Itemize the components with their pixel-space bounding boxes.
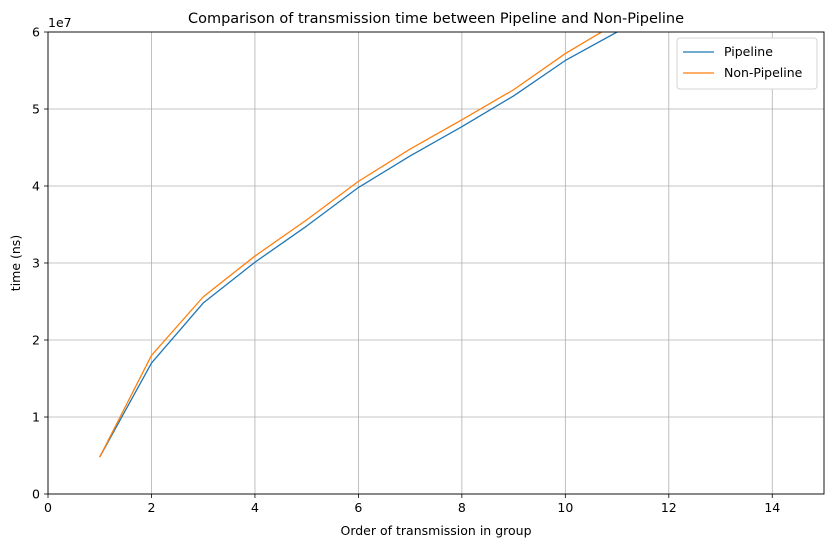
y-tick-label: 0: [32, 487, 40, 502]
x-tick-label: 4: [251, 500, 259, 515]
y-axis-label: time (ns): [8, 235, 23, 291]
y-axis-multiplier: 1e7: [48, 15, 72, 30]
legend-label-non-pipeline: Non-Pipeline: [724, 65, 803, 80]
x-tick-label: 0: [44, 500, 52, 515]
chart-title: Comparison of transmission time between …: [188, 11, 684, 27]
y-tick-label: 3: [32, 256, 40, 271]
y-tick-label: 1: [32, 410, 40, 425]
y-tick-label: 4: [32, 179, 40, 194]
series-line-non-pipeline: [99, 32, 603, 458]
y-tick-label: 2: [32, 333, 40, 348]
series-lines: [99, 32, 618, 458]
legend-label-pipeline: Pipeline: [724, 44, 773, 59]
series-line-pipeline: [99, 32, 618, 458]
y-tick-label: 5: [32, 102, 40, 117]
x-tick-label: 14: [764, 500, 780, 515]
y-tick-label: 6: [32, 25, 40, 40]
x-tick-label: 6: [354, 500, 362, 515]
legend-box: [676, 37, 818, 90]
x-tick-label: 10: [557, 500, 573, 515]
x-tick-label: 8: [458, 500, 466, 515]
legend: Pipeline Non-Pipeline: [676, 37, 818, 90]
x-tick-label: 2: [147, 500, 155, 515]
x-axis-label: Order of transmission in group: [340, 523, 531, 538]
x-tick-label: 12: [661, 500, 677, 515]
